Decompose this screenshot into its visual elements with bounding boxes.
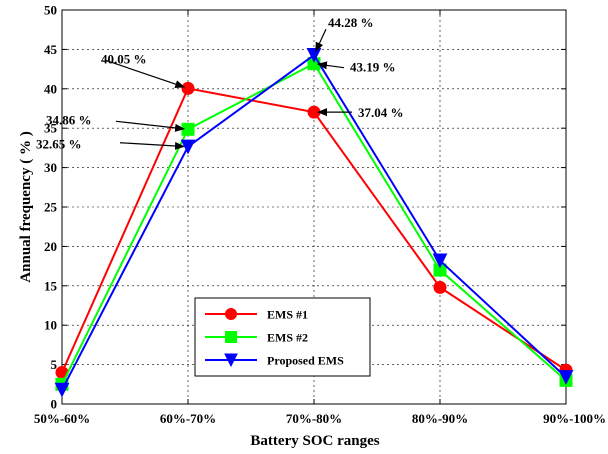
annotation-label: 40.05 % xyxy=(101,51,147,66)
data-point xyxy=(433,280,447,294)
annotation-label: 34.86 % xyxy=(46,112,92,127)
x-tick-label: 60%-70% xyxy=(160,411,216,426)
y-tick-label: 5 xyxy=(51,357,58,372)
y-tick-label: 10 xyxy=(44,318,57,333)
y-axis-title: Annual frequency ( % ) xyxy=(18,131,34,282)
annotation: 44.28 % xyxy=(315,15,374,53)
legend-item: Proposed EMS xyxy=(205,353,344,368)
legend-label: EMS #2 xyxy=(267,331,308,345)
annotations: 40.05 % 34.86 % 32.65 % 44.28 % 43.19 % 37.04… xyxy=(36,15,404,152)
annotation-arrow xyxy=(105,59,186,88)
y-tick-label: 30 xyxy=(44,160,57,175)
axes: 0 5 10 15 20 25 30 35 40 45 50 50%-60% 60%-70% 70%-80… xyxy=(34,3,606,427)
legend-label: Proposed EMS xyxy=(267,354,344,368)
x-tick-label: 50%-60% xyxy=(34,411,90,426)
y-tick-label: 40 xyxy=(44,81,57,96)
annotation-label: 32.65 % xyxy=(36,137,82,152)
annotation: 43.19 % xyxy=(316,60,396,75)
annotation-arrow xyxy=(115,120,186,132)
x-tick-label: 70%-80% xyxy=(286,411,342,426)
y-tick-label: 15 xyxy=(44,278,58,293)
annotation: 37.04 % xyxy=(317,105,404,120)
annotation: 34.86 % xyxy=(46,112,186,132)
data-point xyxy=(54,382,70,398)
legend-label: EMS #1 xyxy=(267,308,308,322)
data-point xyxy=(432,253,448,269)
y-tick-label: 50 xyxy=(44,3,57,18)
annotation: 32.65 % xyxy=(36,137,186,152)
y-tick-label: 0 xyxy=(51,397,58,412)
annotation-label: 37.04 % xyxy=(358,105,404,120)
data-point xyxy=(181,81,195,95)
annotation-arrow xyxy=(316,61,345,70)
y-tick-label: 20 xyxy=(44,239,57,254)
legend-box xyxy=(194,297,371,377)
x-axis-title: Battery SOC ranges xyxy=(250,433,379,449)
legend: EMS #1 EMS #2 Proposed EMS xyxy=(194,297,371,377)
x-tick-label: 80%-90% xyxy=(412,411,468,426)
annotation-label: 43.19 % xyxy=(350,60,396,75)
annotation-label: 44.28 % xyxy=(328,15,374,30)
annotation-arrow xyxy=(315,28,327,53)
data-point xyxy=(558,370,574,385)
legend-marker xyxy=(225,308,237,320)
legend-item: EMS #2 xyxy=(205,331,308,345)
legend-marker xyxy=(224,353,238,368)
y-tick-label: 35 xyxy=(44,121,58,136)
legend-item: EMS #1 xyxy=(205,308,308,322)
annotation: 40.05 % xyxy=(101,51,186,88)
y-tick-label: 25 xyxy=(44,200,58,215)
x-tick-label: 90%-100% xyxy=(543,411,606,426)
legend-marker xyxy=(225,331,237,343)
y-tick-label: 45 xyxy=(44,42,58,57)
annotation-arrow xyxy=(119,141,186,150)
